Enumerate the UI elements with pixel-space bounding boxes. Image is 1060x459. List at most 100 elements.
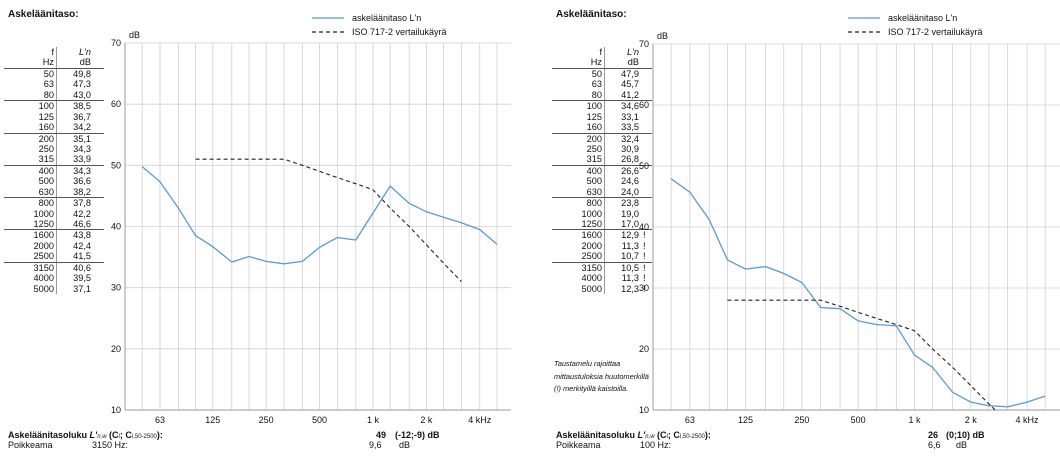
cell-level: 46,6 bbox=[73, 219, 91, 229]
cell-frequency: 80 bbox=[4, 89, 57, 101]
cell-level: 33,5 bbox=[621, 122, 639, 133]
deviation-unit: dB bbox=[956, 440, 968, 450]
table-row: 50 49,8 bbox=[4, 67, 104, 80]
table-row: 3150 40,6 bbox=[4, 261, 104, 274]
y-tick-label: 60 bbox=[639, 100, 649, 110]
cell-level: 41,5 bbox=[73, 251, 91, 262]
cell-level: 26,8 bbox=[621, 154, 639, 165]
deviation-row: Poikkeama bbox=[556, 440, 601, 450]
cell-frequency: 250 bbox=[552, 143, 605, 155]
legend-label: ISO 717-2 vertailukäyrä bbox=[352, 27, 447, 37]
cell-frequency: 3150 bbox=[4, 262, 57, 274]
cell-frequency: 5000 bbox=[4, 283, 57, 295]
panel-right: Askeläänitaso: f L'n Hz dB 50 47,9 63 45,7 80 41,… bbox=[548, 0, 1060, 459]
rating-value: 26 bbox=[928, 430, 939, 440]
table-row: 400 34,3 bbox=[4, 164, 104, 177]
table-row: 5000 12,3! bbox=[552, 283, 652, 295]
cell-frequency: 315 bbox=[4, 154, 57, 165]
table-row: 5000 37,1 bbox=[4, 283, 104, 295]
y-tick-label: 30 bbox=[111, 283, 121, 293]
cell-level: 24,6 bbox=[621, 176, 639, 187]
rating-terms: (0;10) dB bbox=[946, 430, 985, 440]
y-tick-label: 10 bbox=[639, 405, 649, 415]
cell-mark: ! bbox=[643, 262, 646, 273]
y-tick-label: 40 bbox=[111, 222, 121, 232]
cell-frequency: 1000 bbox=[552, 208, 605, 219]
legend-label: ISO 717-2 vertailukäyrä bbox=[888, 27, 983, 37]
table-row: 400 26,6 bbox=[552, 164, 652, 177]
cell-frequency: 5000 bbox=[552, 283, 605, 295]
header-val: L'n bbox=[627, 47, 639, 57]
y-tick-label: 20 bbox=[111, 344, 121, 354]
cell-level: 42,2 bbox=[73, 208, 91, 219]
cell-level: 26,6 bbox=[621, 165, 639, 176]
panel-title: Askeläänitaso: bbox=[556, 9, 627, 20]
y-axis-label: dB bbox=[657, 31, 668, 41]
table-row: 80 43,0 bbox=[4, 89, 104, 101]
cell-frequency: 1000 bbox=[4, 208, 57, 219]
table-row: 125 36,7 bbox=[4, 111, 104, 123]
x-tick-label: 125 bbox=[205, 415, 220, 425]
deviation-label: Poikkeama bbox=[8, 440, 53, 450]
y-tick-label: 70 bbox=[639, 39, 649, 49]
cell-frequency: 4000 bbox=[4, 273, 57, 284]
cell-frequency: 2500 bbox=[552, 251, 605, 262]
table-row: 160 34,2 bbox=[4, 122, 104, 133]
cell-frequency: 50 bbox=[4, 68, 57, 80]
panel-left: Askeläänitaso: f L'n Hz dB 50 49,8 63 47,3 80 43,… bbox=[4, 9, 511, 450]
cell-level: 40,6 bbox=[73, 262, 91, 273]
rating-label: Askeläänitasoluku L'n,w (Cl; Cl,50-2500)… bbox=[8, 430, 163, 440]
table-row: 1250 46,6 bbox=[4, 219, 104, 230]
table-header: f L'n bbox=[552, 47, 652, 58]
table-row: 80 41,2 bbox=[552, 89, 652, 101]
table-row: 100 34,6 bbox=[552, 100, 652, 112]
x-tick-label: 2 k bbox=[420, 415, 433, 425]
cell-frequency: 500 bbox=[552, 176, 605, 187]
cell-frequency: 1600 bbox=[552, 230, 605, 241]
y-tick-label: 30 bbox=[639, 283, 649, 293]
cell-level: 24,0 bbox=[621, 186, 639, 197]
cell-mark: ! bbox=[643, 273, 646, 284]
cell-frequency: 160 bbox=[552, 122, 605, 133]
x-tick-label: 1 k bbox=[367, 415, 380, 425]
cell-level: 33,1 bbox=[621, 111, 639, 122]
cell-level: 38,2 bbox=[73, 186, 91, 197]
x-tick-label: 125 bbox=[738, 415, 753, 425]
cell-level: 47,9 bbox=[621, 68, 639, 79]
cell-level: 37,1 bbox=[73, 283, 91, 294]
cell-frequency: 2000 bbox=[552, 240, 605, 252]
y-axis-label: dB bbox=[129, 30, 140, 40]
cell-level: 41,2 bbox=[621, 89, 639, 100]
x-tick-label: 250 bbox=[794, 415, 809, 425]
header-val-unit: dB bbox=[627, 57, 639, 68]
header-val-unit: dB bbox=[79, 57, 91, 68]
table-row: 315 33,9 bbox=[4, 154, 104, 165]
table-row: 500 36,6 bbox=[4, 176, 104, 187]
cell-frequency: 500 bbox=[4, 176, 57, 187]
deviation-label: Poikkeama bbox=[556, 440, 601, 450]
cell-level: 43,8 bbox=[73, 230, 91, 241]
cell-frequency: 200 bbox=[4, 133, 57, 144]
x-tick-label: 500 bbox=[312, 415, 327, 425]
cell-frequency: 1250 bbox=[552, 219, 605, 230]
table-row: 160 33,5 bbox=[552, 122, 652, 133]
cell-frequency: 400 bbox=[552, 165, 605, 177]
cell-level: 43,0 bbox=[73, 89, 91, 100]
table-header-units: Hz dB bbox=[4, 57, 104, 68]
cell-level: 10,5 bbox=[621, 262, 639, 273]
cell-level: 36,7 bbox=[73, 111, 91, 122]
cell-frequency: 2500 bbox=[4, 251, 57, 262]
y-tick-label: 20 bbox=[639, 344, 649, 354]
cell-mark: ! bbox=[643, 283, 646, 294]
table-row: 1000 42,2 bbox=[4, 208, 104, 219]
cell-level: 23,8 bbox=[621, 198, 639, 209]
table-row: 63 45,7 bbox=[552, 79, 652, 90]
table-header: f L'n bbox=[4, 47, 104, 58]
cell-level: 34,6 bbox=[621, 101, 639, 112]
header-val: L'n bbox=[79, 47, 91, 57]
table-row: 1000 19,0 bbox=[552, 208, 652, 219]
table-row: 125 33,1 bbox=[552, 111, 652, 123]
cell-mark: ! bbox=[643, 230, 646, 241]
cell-level: 17,0 bbox=[621, 219, 639, 229]
table-row: 1600 43,8 bbox=[4, 229, 104, 241]
